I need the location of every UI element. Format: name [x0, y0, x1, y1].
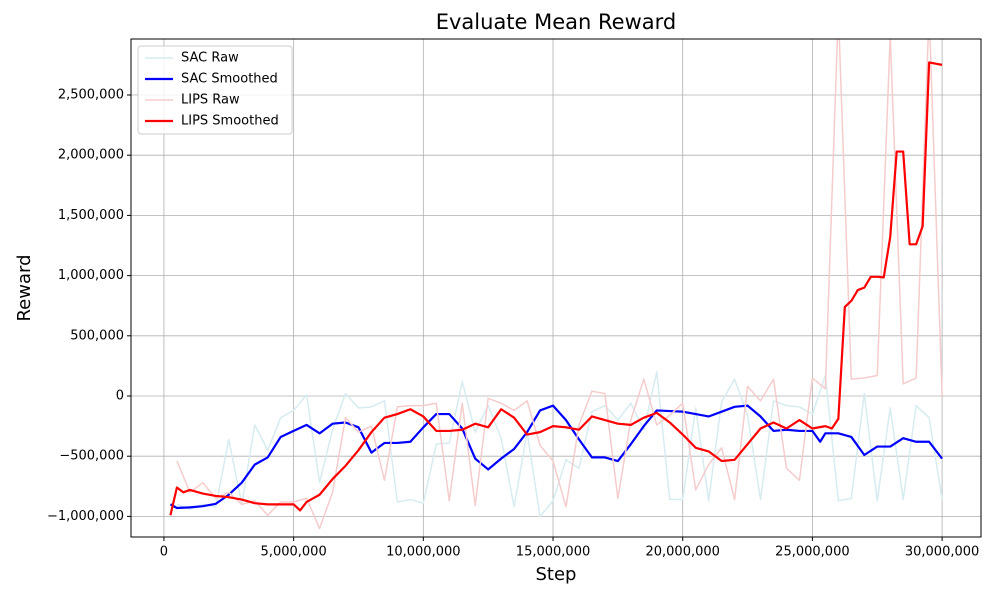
series-line — [176, 39, 943, 530]
legend-label: SAC Smoothed — [181, 72, 278, 87]
x-tick-label: 5,000,000 — [261, 545, 327, 560]
legend: SAC Raw SAC Smoothed LIPS Raw LIPS Smoothed — [137, 45, 293, 135]
x-tick-label: 15,000,000 — [516, 545, 590, 560]
x-axis-label: Step — [536, 564, 577, 585]
y-tick-label: 1,500,000 — [58, 208, 124, 223]
series-line — [169, 404, 943, 510]
y-tick-label: −1,000,000 — [47, 509, 124, 524]
x-tick-label: 25,000,000 — [775, 545, 849, 560]
y-tick-label: 2,500,000 — [58, 87, 124, 102]
legend-label: LIPS Smoothed — [181, 114, 279, 129]
x-tick-label: 20,000,000 — [645, 545, 719, 560]
series-line — [176, 371, 943, 518]
x-tick-label: 10,000,000 — [386, 545, 460, 560]
plot-frame — [130, 38, 982, 538]
legend-label: SAC Raw — [181, 51, 239, 66]
y-tick-label: 0 — [116, 389, 124, 404]
legend-box — [137, 45, 293, 135]
chart-title: Evaluate Mean Reward — [436, 10, 677, 34]
x-tick-label: 0 — [160, 545, 168, 560]
plot-area — [169, 39, 943, 530]
y-axis-label: Reward — [14, 254, 35, 321]
series-line — [169, 61, 943, 516]
grid: 0 5,000,000 10,000,000 15,000,000 20,000,000… — [47, 39, 981, 560]
y-tick-label: 500,000 — [70, 328, 124, 343]
legend-label: LIPS Raw — [181, 93, 240, 108]
y-tick-label: 2,000,000 — [58, 148, 124, 163]
x-tick-label: 30,000,000 — [905, 545, 979, 560]
y-tick-label: −500,000 — [59, 449, 124, 464]
y-tick-label: 1,000,000 — [58, 268, 124, 283]
